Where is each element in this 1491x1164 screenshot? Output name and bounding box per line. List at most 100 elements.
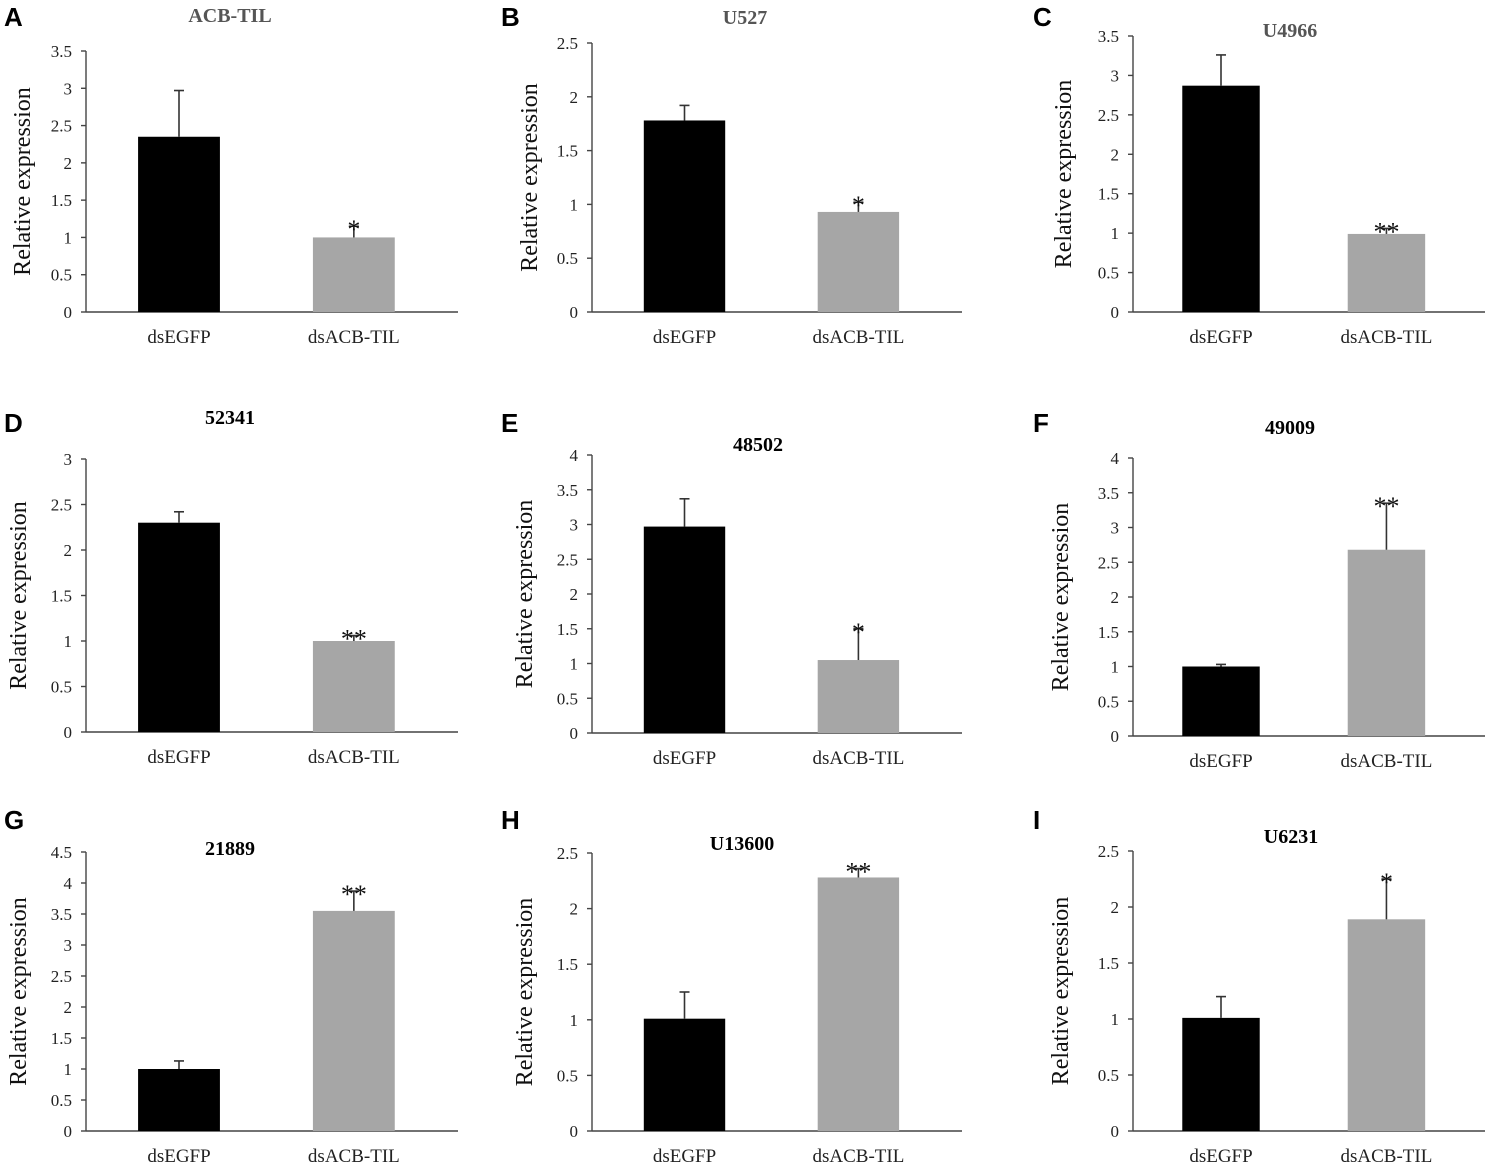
- y-tick-label: 2.5: [51, 496, 72, 515]
- chart-title: U13600: [710, 833, 774, 855]
- y-tick-label: 3: [1111, 519, 1120, 538]
- y-tick-label: 3: [570, 516, 579, 535]
- y-tick-label: 1.5: [1098, 954, 1119, 973]
- y-tick-label: 3.5: [1098, 484, 1119, 503]
- chart-title: 52341: [205, 407, 255, 429]
- chart-title: ACB-TIL: [188, 5, 271, 27]
- y-tick-label: 1: [64, 632, 73, 651]
- y-tick-label: 1: [64, 228, 73, 247]
- y-tick-label: 1: [1111, 1010, 1120, 1029]
- significance-marker: *: [852, 191, 865, 220]
- y-tick-label: 2.5: [557, 844, 578, 863]
- panel-letter: H: [501, 805, 520, 835]
- y-axis-label: Relative expression: [1048, 503, 1074, 692]
- y-tick-label: 0: [64, 303, 73, 322]
- y-tick-label: 0: [64, 723, 73, 742]
- x-category-label: dsEGFP: [1189, 327, 1252, 348]
- y-tick-label: 1.5: [51, 191, 72, 210]
- x-category-label: dsEGFP: [1189, 1146, 1252, 1164]
- y-tick-label: 1: [570, 655, 579, 674]
- x-category-label: dsACB-TIL: [812, 748, 904, 769]
- y-tick-label: 0.5: [557, 689, 578, 708]
- panel-d: D 52341 Relative expression 0 0.5 1 1.5 2 2.5 3 ds…: [4, 407, 458, 768]
- y-tick-label: 4: [1111, 449, 1120, 468]
- bar-dsacb-til: [312, 237, 395, 312]
- y-tick-label: 1: [64, 1060, 73, 1079]
- significance-marker: **: [341, 880, 367, 909]
- y-tick-label: 0: [1111, 303, 1120, 322]
- bar-dsegfp: [1182, 666, 1260, 736]
- panel-h: H U13600 Relative expression 0 0.5 1 1.5 2 2.5 ds…: [501, 805, 962, 1164]
- chart-title: U6231: [1264, 826, 1318, 848]
- y-tick-label: 2.5: [1098, 106, 1119, 125]
- y-axis-label: Relative expression: [6, 501, 32, 690]
- x-category-label: dsACB-TIL: [1341, 751, 1433, 772]
- y-tick-label: 0: [570, 303, 579, 322]
- x-category-label: dsACB-TIL: [812, 327, 904, 348]
- y-tick-label: 3.5: [51, 905, 72, 924]
- y-tick-label: 2: [1111, 898, 1120, 917]
- significance-marker: **: [341, 625, 367, 654]
- y-tick-label: 3: [64, 936, 73, 955]
- x-category-label: dsEGFP: [1189, 751, 1252, 772]
- y-tick-label: 0.5: [51, 1091, 72, 1110]
- bar-dsegfp: [1182, 85, 1260, 313]
- y-axis-label: Relative expression: [1051, 80, 1077, 269]
- bar-dsegfp: [643, 526, 726, 733]
- panel-letter: C: [1033, 2, 1052, 32]
- significance-marker: **: [845, 858, 871, 887]
- significance-marker: *: [347, 215, 360, 244]
- chart-title: U527: [723, 7, 767, 29]
- chart-title: 48502: [733, 434, 783, 456]
- x-category-label: dsEGFP: [147, 327, 210, 348]
- y-tick-label: 2.5: [51, 967, 72, 986]
- bar-dsacb-til: [817, 211, 900, 312]
- significance-marker: *: [1380, 868, 1393, 897]
- panel-g: G 21889 Relative expression 0 0.5 1 1.5 2 2.5 3 3.…: [4, 805, 458, 1164]
- panel-letter: B: [501, 2, 520, 32]
- x-category-label: dsACB-TIL: [308, 1146, 400, 1164]
- bar-dsacb-til: [1347, 919, 1426, 1131]
- y-tick-label: 1.5: [51, 1029, 72, 1048]
- y-tick-label: 2.5: [1098, 553, 1119, 572]
- y-tick-label: 1.5: [51, 587, 72, 606]
- y-tick-label: 0: [570, 1122, 579, 1141]
- y-tick-label: 0: [64, 1122, 73, 1141]
- y-axis-label: Relative expression: [10, 87, 36, 276]
- y-tick-label: 2: [570, 585, 579, 604]
- bar-dsacb-til: [1347, 233, 1426, 312]
- y-tick-label: 1: [1111, 224, 1120, 243]
- chart-title: 21889: [205, 838, 255, 860]
- y-tick-label: 3: [1111, 66, 1120, 85]
- significance-marker: *: [852, 618, 865, 647]
- panel-letter: F: [1033, 408, 1049, 438]
- y-tick-label: 2: [570, 88, 579, 107]
- y-tick-label: 2: [64, 998, 73, 1017]
- bar-dsegfp: [138, 136, 220, 312]
- y-tick-label: 1: [570, 1011, 579, 1030]
- y-tick-label: 0.5: [1098, 1066, 1119, 1085]
- y-tick-label: 3.5: [1098, 27, 1119, 46]
- chart-title: U4966: [1263, 20, 1317, 42]
- y-tick-label: 2.5: [557, 550, 578, 569]
- y-tick-label: 0: [1111, 1122, 1120, 1141]
- bar-dsacb-til: [312, 910, 395, 1131]
- y-tick-label: 0.5: [51, 266, 72, 285]
- y-tick-label: 0.5: [51, 678, 72, 697]
- panel-e: E 48502 Relative expression 0 0.5 1 1.5 2 2.5 3 3.…: [501, 408, 962, 769]
- y-tick-label: 0: [1111, 727, 1120, 746]
- x-category-label: dsEGFP: [147, 1146, 210, 1164]
- y-tick-label: 0.5: [557, 249, 578, 268]
- panel-c: C U4966 Relative expression 0 0.5 1 1.5 2 2.5 3 3.…: [1033, 2, 1485, 348]
- y-tick-label: 1: [570, 195, 579, 214]
- y-tick-label: 1: [1111, 658, 1120, 677]
- bar-dsacb-til: [312, 641, 395, 732]
- y-tick-label: 4.5: [51, 843, 72, 862]
- x-category-label: dsEGFP: [147, 747, 210, 768]
- y-tick-label: 1.5: [1098, 623, 1119, 642]
- bar-dsacb-til: [817, 877, 900, 1131]
- panel-letter: G: [4, 805, 24, 835]
- y-axis-label: Relative expression: [1048, 897, 1074, 1086]
- y-tick-label: 0: [570, 724, 579, 743]
